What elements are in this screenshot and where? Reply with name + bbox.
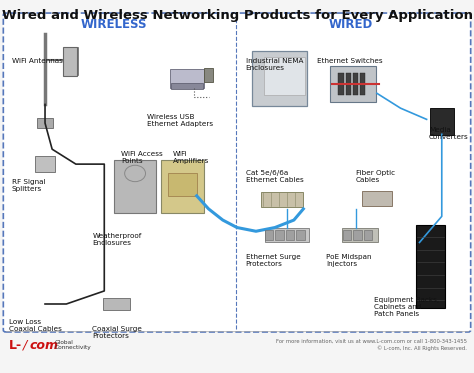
Text: Global: Global [55,340,73,345]
FancyBboxPatch shape [102,298,130,310]
FancyBboxPatch shape [362,191,392,206]
Text: PoE Midspan
Injectors: PoE Midspan Injectors [326,254,372,267]
Text: Ethernet Surge
Protectors: Ethernet Surge Protectors [246,254,301,267]
Text: Wired and Wireless Networking Products for Every Application: Wired and Wireless Networking Products f… [1,9,473,22]
Text: WiFi
Amplifiers: WiFi Amplifiers [173,151,210,164]
FancyBboxPatch shape [114,160,155,213]
Text: Media
Converters: Media Converters [429,127,469,140]
FancyBboxPatch shape [168,173,197,196]
FancyBboxPatch shape [262,192,302,207]
FancyBboxPatch shape [416,225,445,308]
Text: Equipment Racks,
Cabinets and
Patch Panels: Equipment Racks, Cabinets and Patch Pane… [374,297,439,317]
FancyBboxPatch shape [35,156,55,172]
FancyBboxPatch shape [353,73,358,94]
FancyBboxPatch shape [338,73,344,94]
FancyBboxPatch shape [63,47,77,76]
FancyBboxPatch shape [275,230,284,240]
Text: Connectivity: Connectivity [55,345,91,350]
FancyBboxPatch shape [170,69,204,88]
FancyBboxPatch shape [360,73,365,94]
Text: /: / [23,339,27,351]
Text: Ethernet Switches: Ethernet Switches [317,58,382,64]
Text: Fiber Optic
Cables: Fiber Optic Cables [356,170,395,183]
Text: RF Signal
Splitters: RF Signal Splitters [12,179,46,192]
FancyBboxPatch shape [265,228,309,242]
FancyBboxPatch shape [3,13,471,332]
Text: WIRED: WIRED [328,18,373,31]
FancyBboxPatch shape [364,230,372,240]
FancyBboxPatch shape [172,82,203,89]
FancyBboxPatch shape [252,51,307,106]
FancyBboxPatch shape [161,160,204,213]
Text: For more information, visit us at www.L-com.com or call 1-800-343-1455
© L-com, : For more information, visit us at www.L-… [276,339,467,351]
Text: WiFi Antennas: WiFi Antennas [12,58,63,64]
FancyBboxPatch shape [430,108,454,135]
FancyBboxPatch shape [204,68,213,81]
Text: Wireless USB
Ethernet Adapters: Wireless USB Ethernet Adapters [147,114,213,127]
FancyBboxPatch shape [296,230,305,240]
Text: L-: L- [9,339,22,351]
Text: Weatherproof
Enclosures: Weatherproof Enclosures [92,233,142,246]
FancyBboxPatch shape [330,66,376,102]
Text: WIRELESS: WIRELESS [81,18,147,31]
FancyBboxPatch shape [37,118,53,128]
FancyBboxPatch shape [343,230,351,240]
Text: Low Loss
Coaxial Cables: Low Loss Coaxial Cables [9,319,62,332]
FancyBboxPatch shape [265,230,273,240]
Text: Coaxial Surge
Protectors: Coaxial Surge Protectors [92,326,142,339]
FancyBboxPatch shape [342,228,378,242]
Text: Cat 5e/6/6a
Ethernet Cables: Cat 5e/6/6a Ethernet Cables [246,170,303,183]
Text: Industrial NEMA
Enclosures: Industrial NEMA Enclosures [246,58,303,71]
Text: WiFi Access
Points: WiFi Access Points [121,151,163,164]
FancyBboxPatch shape [353,230,362,240]
FancyBboxPatch shape [286,230,294,240]
FancyBboxPatch shape [346,73,351,94]
FancyBboxPatch shape [264,57,305,95]
Text: com: com [29,339,58,351]
